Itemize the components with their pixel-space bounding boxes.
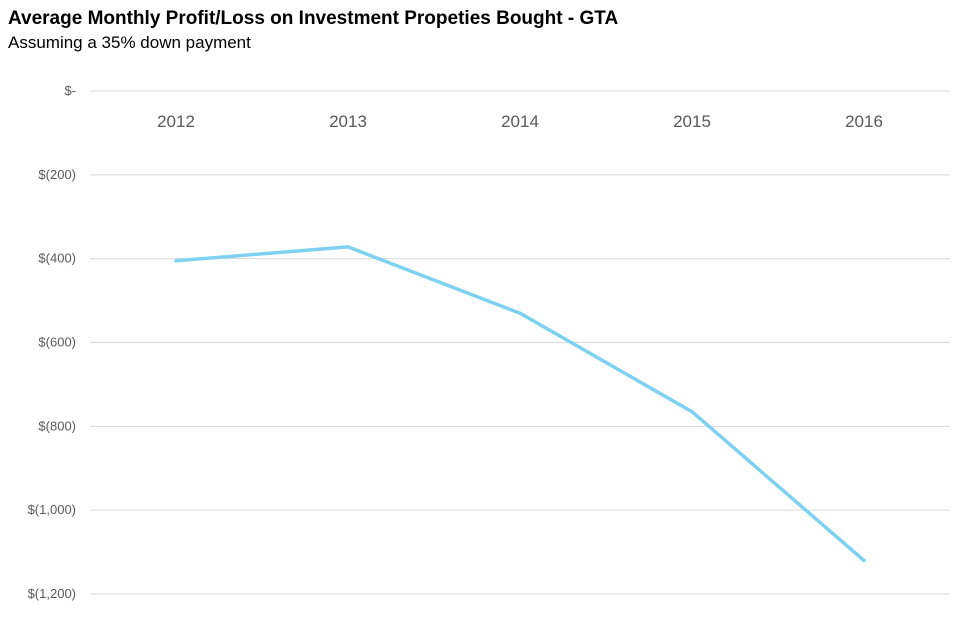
x-tick-label: 2013 bbox=[329, 112, 367, 131]
y-tick-label: $- bbox=[64, 83, 76, 98]
y-axis-tick-labels: $- $(200) $(400) $(600) $(800) $(1,000) $(1,20… bbox=[28, 83, 76, 601]
y-tick-label: $(1,000) bbox=[28, 502, 76, 517]
y-tick-label: $(400) bbox=[38, 251, 76, 266]
x-tick-label: 2012 bbox=[157, 112, 195, 131]
chart-title: Average Monthly Profit/Loss on Investmen… bbox=[8, 8, 619, 29]
chart-subtitle: Assuming a 35% down payment bbox=[8, 33, 251, 52]
y-tick-label: $(1,200) bbox=[28, 586, 76, 601]
y-tick-label: $(600) bbox=[38, 335, 76, 350]
x-tick-label: 2015 bbox=[673, 112, 711, 131]
series-line bbox=[174, 245, 866, 563]
x-axis-tick-labels: 2012 2013 2014 2015 2016 bbox=[157, 112, 883, 131]
series-lines bbox=[174, 245, 866, 563]
x-tick-label: 2014 bbox=[501, 112, 539, 131]
y-tick-label: $(200) bbox=[38, 167, 76, 182]
x-tick-label: 2016 bbox=[845, 112, 883, 131]
gridlines bbox=[90, 90, 950, 595]
y-tick-label: $(800) bbox=[38, 418, 76, 433]
